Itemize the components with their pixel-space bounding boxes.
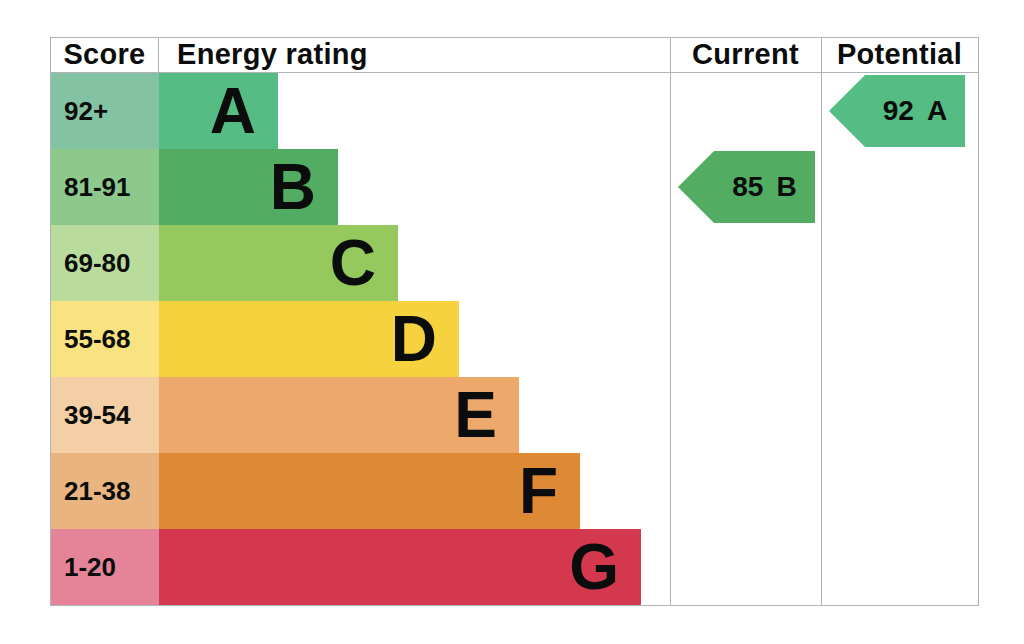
column-divider-current <box>670 38 671 605</box>
header-energy-rating: Energy rating <box>159 38 670 72</box>
score-cell-b: 81-91 <box>51 149 159 225</box>
score-cell-g: 1-20 <box>51 529 159 605</box>
score-cell-a: 92+ <box>51 73 159 149</box>
rating-bar-c: C <box>159 225 398 301</box>
current-rating-arrow: 85 B <box>678 151 815 223</box>
band-rows: 92+ A 81-91 B 69-80 C 55-68 D <box>51 73 671 605</box>
band-row-e: 39-54 E <box>51 377 671 453</box>
header-current: Current <box>670 38 821 72</box>
current-band-letter: B <box>776 171 796 203</box>
header-score: Score <box>51 38 159 72</box>
band-row-g: 1-20 G <box>51 529 671 605</box>
band-letter-a: A <box>210 79 256 143</box>
current-score: 85 <box>732 171 763 203</box>
score-cell-f: 21-38 <box>51 453 159 529</box>
band-row-f: 21-38 F <box>51 453 671 529</box>
epc-table: Score Energy rating Current Potential 92… <box>50 37 979 606</box>
band-letter-b: B <box>270 155 316 219</box>
score-cell-d: 55-68 <box>51 301 159 377</box>
score-cell-c: 69-80 <box>51 225 159 301</box>
score-cell-e: 39-54 <box>51 377 159 453</box>
band-letter-e: E <box>454 383 497 447</box>
band-row-a: 92+ A <box>51 73 671 149</box>
rating-bar-f: F <box>159 453 580 529</box>
rating-bar-e: E <box>159 377 519 453</box>
potential-score: 92 <box>883 95 914 127</box>
rating-bar-g: G <box>159 529 641 605</box>
header-potential: Potential <box>821 38 978 72</box>
epc-rating-graph: Score Energy rating Current Potential 92… <box>0 0 1024 644</box>
band-row-c: 69-80 C <box>51 225 671 301</box>
rating-bar-b: B <box>159 149 338 225</box>
band-row-b: 81-91 B <box>51 149 671 225</box>
column-divider-potential <box>821 38 822 605</box>
table-header: Score Energy rating Current Potential <box>51 38 978 73</box>
band-letter-f: F <box>519 459 558 523</box>
potential-rating-arrow: 92 A <box>829 75 965 147</box>
potential-band-letter: A <box>927 95 947 127</box>
band-letter-g: G <box>569 535 619 599</box>
band-letter-c: C <box>330 231 376 295</box>
band-row-d: 55-68 D <box>51 301 671 377</box>
band-letter-d: D <box>391 307 437 371</box>
rating-bar-d: D <box>159 301 459 377</box>
rating-bar-a: A <box>159 73 278 149</box>
